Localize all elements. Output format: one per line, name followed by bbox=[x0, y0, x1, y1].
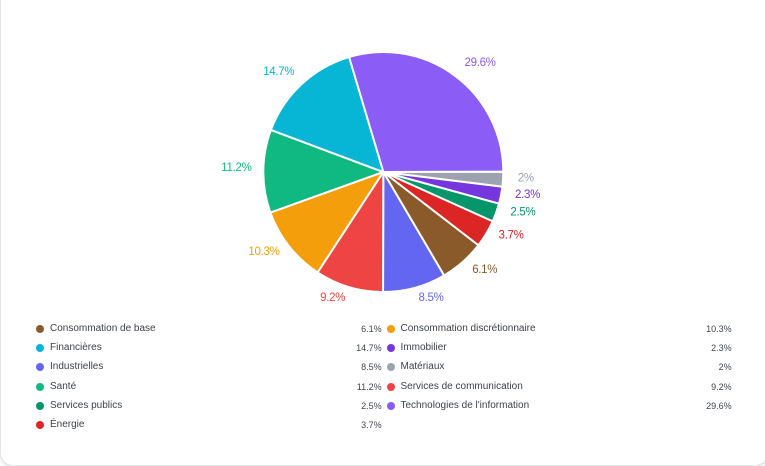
svg-text:11.2%: 11.2% bbox=[221, 162, 251, 174]
svg-text:29.6%: 29.6% bbox=[465, 57, 496, 69]
svg-text:3.7%: 3.7% bbox=[499, 230, 524, 242]
svg-text:8.5%: 8.5% bbox=[419, 292, 444, 304]
svg-text:6.1%: 6.1% bbox=[472, 264, 497, 276]
svg-text:14.7%: 14.7% bbox=[263, 66, 294, 78]
svg-text:2.5%: 2.5% bbox=[510, 207, 535, 219]
svg-text:9.2%: 9.2% bbox=[320, 292, 345, 304]
svg-text:2%: 2% bbox=[518, 173, 534, 185]
svg-text:10.3%: 10.3% bbox=[248, 246, 279, 258]
svg-text:2.3%: 2.3% bbox=[515, 189, 540, 201]
